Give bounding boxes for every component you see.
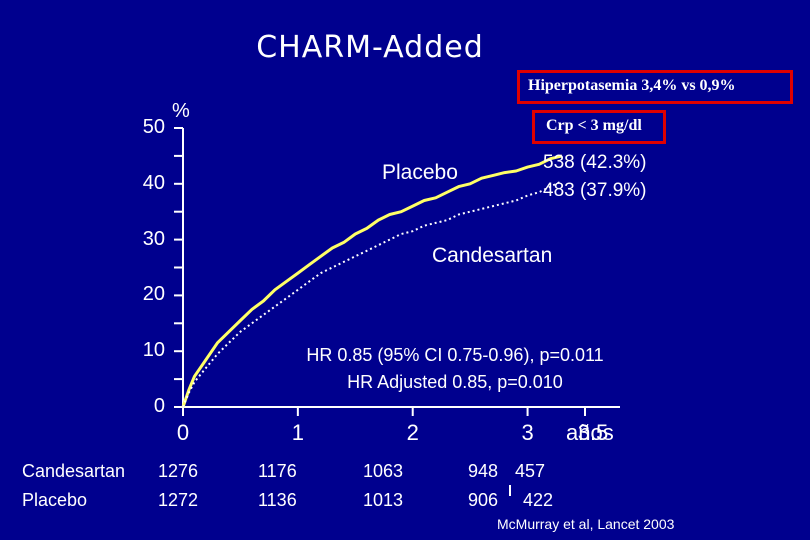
y-tick-label: 0 [153,395,165,417]
risk-cell: 906 [468,490,499,510]
risk-cell: 1013 [363,490,404,510]
placebo-curve-label: Placebo [382,161,458,184]
x-tick-label: 2 [406,420,419,445]
risk-cell: 1276 [158,461,199,481]
x-tick-label: 0 [176,420,190,445]
series-line-placebo [181,154,563,408]
risk-cell: 1176 [258,461,297,481]
hyperkalemia-box [517,70,793,104]
placebo-end-value: 538 (42.3%) [543,152,647,173]
candesartan-end-value: 483 (37.9%) [543,180,647,201]
x-axis-title: años [566,420,614,445]
y-tick-label: 20 [142,283,165,306]
series-line-candesartan [182,180,563,408]
y-axis-title: % [172,100,190,122]
risk-cell: 457 [515,461,546,481]
y-tick-label: 10 [142,339,165,362]
y-tick-label: 40 [142,171,165,194]
risk-cell: 422 [523,490,554,510]
risk-cell: 1136 [258,490,297,510]
hr-line-2: HR Adjusted 0.85, p=0.010 [347,372,563,392]
risk-cell: 1272 [158,490,199,510]
candesartan-curve-label: Candesartan [432,244,553,267]
x-tick-label: 3.5 [577,420,609,445]
risk-row-label-candesartan: Candesartan [22,461,126,481]
crp-box [532,110,666,144]
reference-citation: McMurray et al, Lancet 2003 [497,516,675,532]
x-tick-label: 1 [291,420,304,445]
y-tick-label: 30 [142,227,165,250]
hr-line-1: HR 0.85 (95% CI 0.75-0.96), p=0.011 [306,345,604,365]
crp-text: Crp < 3 mg/dl [546,117,642,134]
risk-cell: 1063 [363,461,404,481]
risk-row-label-placebo: Placebo [22,490,88,510]
hyperkalemia-text: Hiperpotasemia 3,4% vs 0,9% [528,77,736,94]
y-tick-label: 50 [142,116,165,138]
slide-title: CHARM-Added [256,30,484,65]
x-tick-label: 3 [521,420,534,445]
risk-cell: 948 [468,461,499,481]
